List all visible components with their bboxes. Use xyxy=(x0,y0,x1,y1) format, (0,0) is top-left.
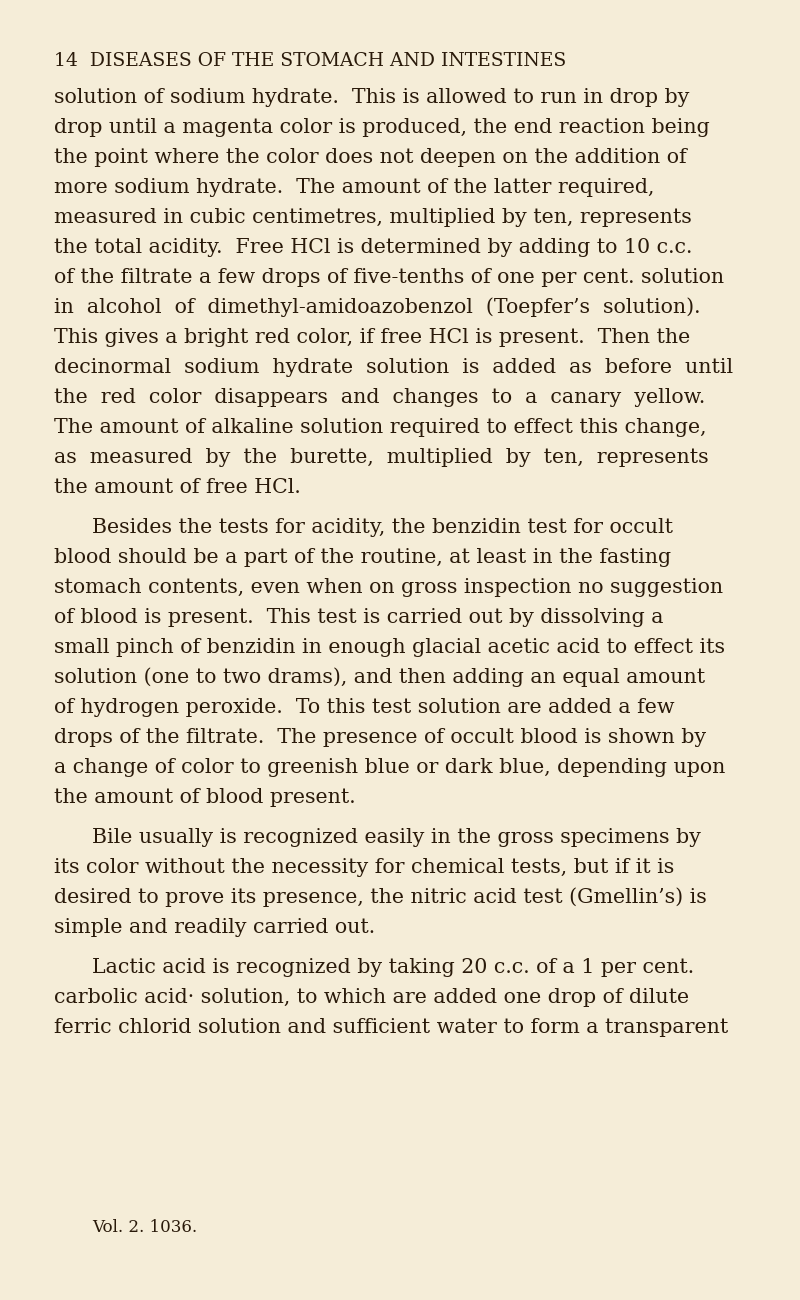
Text: the amount of blood present.: the amount of blood present. xyxy=(54,788,356,807)
Text: more sodium hydrate.  The amount of the latter required,: more sodium hydrate. The amount of the l… xyxy=(54,178,654,198)
Text: stomach contents, even when on gross inspection no suggestion: stomach contents, even when on gross ins… xyxy=(54,578,723,597)
Text: drop until a magenta color is produced, the end reaction being: drop until a magenta color is produced, … xyxy=(54,118,710,136)
Text: the point where the color does not deepen on the addition of: the point where the color does not deepe… xyxy=(54,148,686,166)
Text: Besides the tests for acidity, the benzidin test for occult: Besides the tests for acidity, the benzi… xyxy=(92,517,673,537)
Text: The amount of alkaline solution required to effect this change,: The amount of alkaline solution required… xyxy=(54,419,706,437)
Text: a change of color to greenish blue or dark blue, depending upon: a change of color to greenish blue or da… xyxy=(54,758,726,777)
Text: Lactic acid is recognized by taking 20 c.c. of a 1 per cent.: Lactic acid is recognized by taking 20 c… xyxy=(92,958,694,978)
Text: its color without the necessity for chemical tests, but if it is: its color without the necessity for chem… xyxy=(54,858,674,878)
Text: as  measured  by  the  burette,  multiplied  by  ten,  represents: as measured by the burette, multiplied b… xyxy=(54,448,709,467)
Text: This gives a bright red color, if free HCl is present.  Then the: This gives a bright red color, if free H… xyxy=(54,328,690,347)
Text: ferric chlorid solution and sufficient water to form a transparent: ferric chlorid solution and sufficient w… xyxy=(54,1018,728,1037)
Text: of the filtrate a few drops of five-tenths of one per cent. solution: of the filtrate a few drops of five-tent… xyxy=(54,268,724,287)
Text: 14  DISEASES OF THE STOMACH AND INTESTINES: 14 DISEASES OF THE STOMACH AND INTESTINE… xyxy=(54,52,566,70)
Text: Vol. 2. 1036.: Vol. 2. 1036. xyxy=(92,1219,197,1236)
Text: of hydrogen peroxide.  To this test solution are added a few: of hydrogen peroxide. To this test solut… xyxy=(54,698,674,718)
Text: the amount of free HCl.: the amount of free HCl. xyxy=(54,478,301,497)
Text: solution of sodium hydrate.  This is allowed to run in drop by: solution of sodium hydrate. This is allo… xyxy=(54,88,690,107)
Text: drops of the filtrate.  The presence of occult blood is shown by: drops of the filtrate. The presence of o… xyxy=(54,728,706,748)
Text: blood should be a part of the routine, at least in the fasting: blood should be a part of the routine, a… xyxy=(54,549,671,567)
Text: the  red  color  disappears  and  changes  to  a  canary  yellow.: the red color disappears and changes to … xyxy=(54,387,706,407)
Text: simple and readily carried out.: simple and readily carried out. xyxy=(54,918,375,937)
Text: measured in cubic centimetres, multiplied by ten, represents: measured in cubic centimetres, multiplie… xyxy=(54,208,692,227)
Text: of blood is present.  This test is carried out by dissolving a: of blood is present. This test is carrie… xyxy=(54,608,663,627)
Text: solution (one to two drams), and then adding an equal amount: solution (one to two drams), and then ad… xyxy=(54,667,705,686)
Text: small pinch of benzidin in enough glacial acetic acid to effect its: small pinch of benzidin in enough glacia… xyxy=(54,638,725,656)
Text: in  alcohol  of  dimethyl-amidoazobenzol  (Toepfer’s  solution).: in alcohol of dimethyl-amidoazobenzol (T… xyxy=(54,298,701,317)
Text: desired to prove its presence, the nitric acid test (Gmellin’s) is: desired to prove its presence, the nitri… xyxy=(54,888,706,907)
Text: carbolic acid· solution, to which are added one drop of dilute: carbolic acid· solution, to which are ad… xyxy=(54,988,689,1008)
Text: decinormal  sodium  hydrate  solution  is  added  as  before  until: decinormal sodium hydrate solution is ad… xyxy=(54,358,733,377)
Text: the total acidity.  Free HCl is determined by adding to 10 c.c.: the total acidity. Free HCl is determine… xyxy=(54,238,692,257)
Text: Bile usually is recognized easily in the gross specimens by: Bile usually is recognized easily in the… xyxy=(92,828,701,848)
